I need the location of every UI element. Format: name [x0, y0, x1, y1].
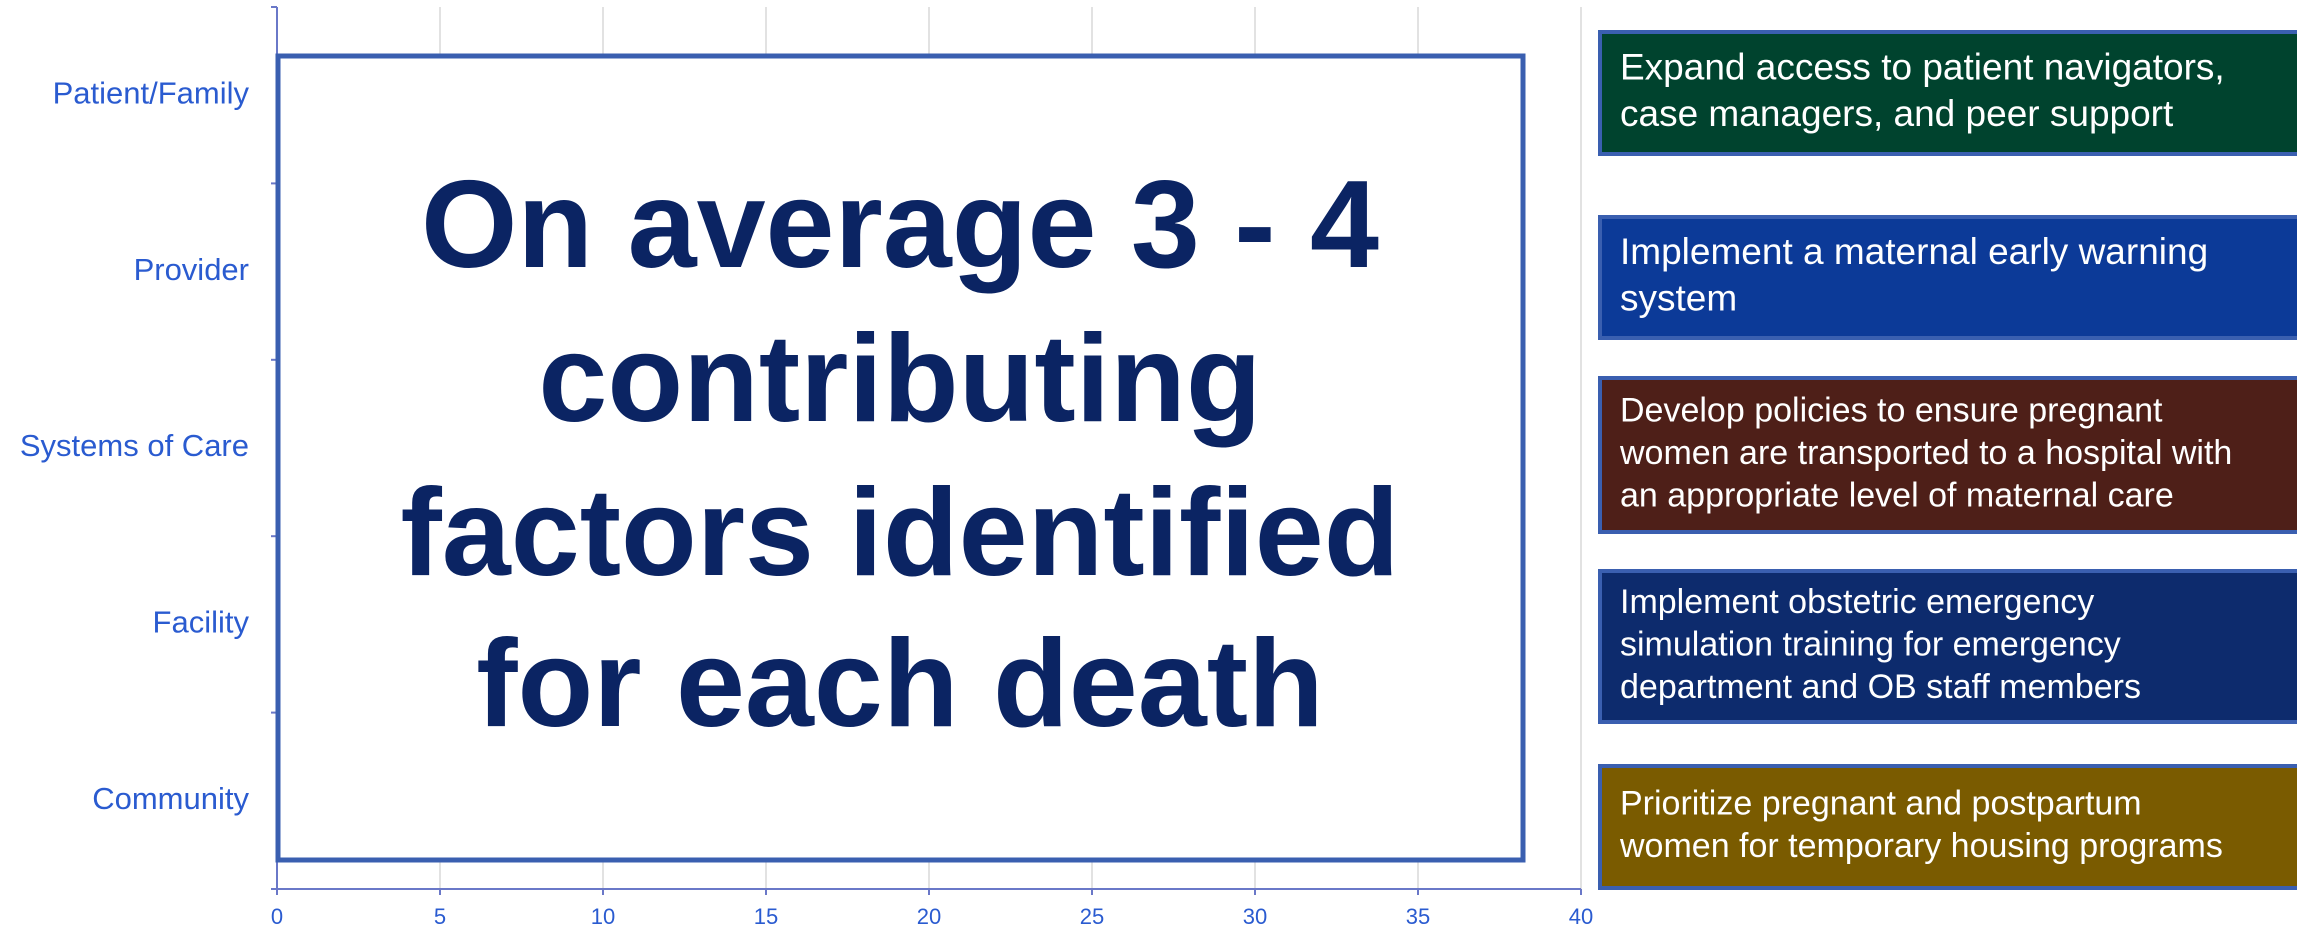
- recommendation-box: [1598, 569, 2297, 724]
- x-tick-label: 20: [917, 904, 941, 929]
- y-tick-label: Patient/Family: [53, 75, 250, 110]
- callout-text: contributing: [538, 310, 1261, 448]
- callout-text: for each death: [476, 615, 1324, 753]
- x-tick-label: 35: [1406, 904, 1430, 929]
- recommendation-box: [1598, 764, 2297, 890]
- x-tick-label: 25: [1080, 904, 1104, 929]
- x-tick-label: 40: [1569, 904, 1593, 929]
- recommendation-text: Implement obstetric emergency: [1620, 583, 2094, 621]
- recommendation-text: Implement a maternal early warning: [1620, 231, 2208, 272]
- recommendation-box: [1598, 215, 2297, 340]
- recommendation-text: system: [1620, 277, 1737, 318]
- recommendation-text: women for temporary housing programs: [1619, 827, 2223, 865]
- recommendation-box: [1598, 30, 2297, 156]
- recommendation-text: simulation training for emergency: [1620, 625, 2121, 663]
- y-tick-label: Provider: [134, 252, 249, 287]
- callout-text: factors identified: [400, 464, 1399, 602]
- recommendation-text: case managers, and peer support: [1620, 93, 2174, 134]
- recommendation-text: Develop policies to ensure pregnant: [1620, 391, 2163, 429]
- callout-text: On average 3 - 4: [421, 156, 1379, 294]
- recommendation-text: an appropriate level of maternal care: [1620, 476, 2174, 514]
- recommendation-box: [1598, 376, 2297, 534]
- recommendation-text: Expand access to patient navigators,: [1620, 47, 2225, 88]
- x-tick-label: 0: [271, 904, 283, 929]
- recommendation-text: Prioritize pregnant and postpartum: [1620, 785, 2142, 823]
- y-tick-label: Systems of Care: [20, 428, 249, 463]
- recommendation-text: department and OB staff members: [1620, 668, 2141, 706]
- y-tick-label: Community: [92, 781, 249, 816]
- x-tick-label: 10: [591, 904, 615, 929]
- x-tick-label: 5: [434, 904, 446, 929]
- callout-box: [275, 53, 1526, 863]
- x-tick-label: 15: [754, 904, 778, 929]
- x-tick-label: 30: [1243, 904, 1267, 929]
- recommendation-text: women are transported to a hospital with: [1619, 434, 2232, 472]
- y-tick-label: Facility: [153, 605, 250, 640]
